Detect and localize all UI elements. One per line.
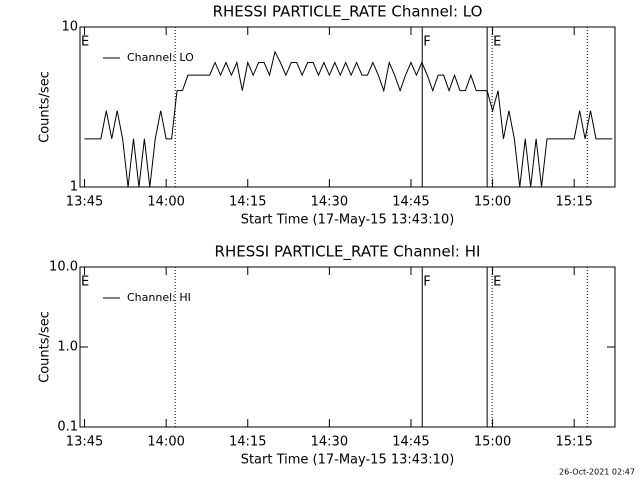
y-tick-label: 1.0 (57, 340, 78, 355)
y-axis-label: Counts/sec (38, 311, 53, 383)
marker-label: E (81, 275, 89, 290)
timestamp: 26-Oct-2021 02:47 (559, 468, 635, 477)
marker-label: E (493, 35, 501, 50)
y-tick-label: 0.1 (57, 420, 78, 435)
marker-label: E (81, 35, 89, 50)
x-tick-label: 14:45 (392, 435, 429, 450)
x-tick-label: 14:30 (311, 195, 348, 210)
x-tick-label: 14:00 (147, 195, 184, 210)
x-tick-label: 14:15 (229, 435, 266, 450)
x-tick-label: 15:00 (474, 435, 511, 450)
x-tick-label: 15:15 (555, 435, 592, 450)
legend-label: Channel: HI (127, 291, 191, 304)
x-tick-label: 14:00 (147, 435, 184, 450)
x-axis-label: Start Time (17-May-15 13:43:10) (241, 213, 455, 228)
y-axis-label: Counts/sec (38, 71, 53, 143)
chart-title: RHESSI PARTICLE_RATE Channel: HI (215, 243, 481, 262)
chart-title: RHESSI PARTICLE_RATE Channel: LO (213, 3, 483, 22)
y-tick-label: 10 (61, 20, 78, 35)
marker-label: E (493, 275, 501, 290)
x-tick-label: 13:45 (66, 435, 103, 450)
x-tick-label: 15:00 (474, 195, 511, 210)
marker-label: F (423, 275, 430, 290)
x-tick-label: 14:45 (392, 195, 429, 210)
y-tick-label: 10.0 (49, 260, 78, 275)
x-tick-label: 14:30 (311, 435, 348, 450)
legend-label: Channel: LO (127, 51, 194, 64)
x-tick-label: 13:45 (66, 195, 103, 210)
plot-frame (79, 26, 616, 188)
x-axis-label: Start Time (17-May-15 13:43:10) (241, 453, 455, 468)
x-tick-label: 14:15 (229, 195, 266, 210)
data-line (84, 50, 613, 188)
x-tick-label: 15:15 (555, 195, 592, 210)
y-tick-label: 1 (70, 180, 78, 195)
marker-label: F (423, 35, 430, 50)
